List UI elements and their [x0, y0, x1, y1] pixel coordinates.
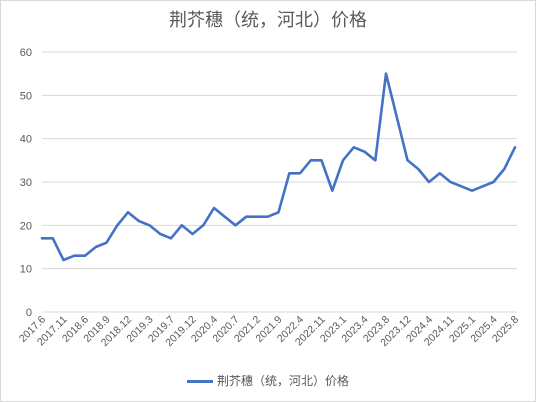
y-tick-label: 20: [20, 220, 32, 232]
legend-label: 荆芥穗（统，河北）价格: [216, 374, 349, 388]
y-tick-label: 60: [20, 47, 32, 59]
y-tick-label: 30: [20, 177, 32, 189]
y-tick-label: 0: [26, 307, 32, 319]
legend-swatch: [186, 380, 213, 383]
chart-title: 荆芥穗（统，河北）价格: [169, 10, 367, 31]
y-tick-label: 10: [20, 264, 32, 276]
series-line: [40, 72, 517, 262]
legend: 荆芥穗（统，河北）价格: [0, 372, 536, 389]
y-tick-label: 50: [20, 90, 32, 102]
y-tick-label: 40: [20, 134, 32, 146]
